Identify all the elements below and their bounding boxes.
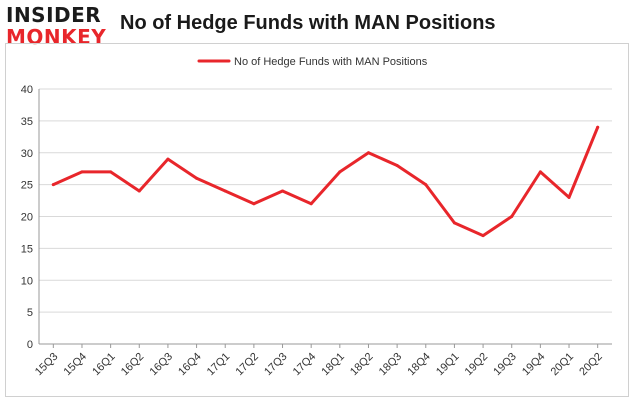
- x-tick-label: 19Q4: [520, 351, 548, 379]
- y-tick-label: 0: [27, 339, 33, 351]
- data-point: [281, 189, 285, 193]
- x-tick-label: 18Q4: [405, 351, 433, 379]
- data-point: [424, 183, 428, 187]
- x-tick-label: 17Q4: [291, 351, 319, 379]
- y-tick-label: 40: [21, 84, 33, 96]
- data-point: [109, 170, 113, 174]
- insider-monkey-logo: INSIDER MONKEY: [6, 4, 118, 52]
- data-point: [137, 189, 141, 193]
- x-tick-label: 16Q3: [148, 351, 176, 379]
- data-point: [395, 164, 399, 167]
- y-tick-label: 10: [21, 275, 33, 287]
- data-point: [596, 125, 600, 129]
- x-tick-label: 19Q2: [463, 351, 491, 379]
- x-tick-label: 19Q1: [434, 351, 462, 379]
- data-point: [51, 183, 55, 187]
- x-tick-label: 16Q2: [119, 351, 147, 379]
- series-line: [51, 125, 600, 238]
- x-tick-label: 17Q2: [233, 351, 261, 379]
- y-tick-label: 20: [21, 212, 33, 224]
- data-point: [538, 170, 542, 174]
- x-tick-label: 16Q4: [176, 351, 204, 379]
- x-tick-label: 17Q3: [262, 351, 290, 379]
- x-tick-label: 17Q1: [205, 351, 233, 379]
- data-point: [567, 195, 571, 199]
- data-point: [223, 189, 227, 193]
- data-point: [195, 176, 199, 180]
- chart-title: No of Hedge Funds with MAN Positions: [120, 12, 496, 34]
- y-tick-label: 15: [21, 243, 33, 255]
- x-tick-label: 20Q2: [577, 351, 605, 379]
- y-tick-label: 30: [21, 148, 33, 160]
- data-point: [481, 234, 485, 238]
- x-tick-label: 18Q1: [319, 351, 347, 379]
- chart-frame: [5, 43, 629, 397]
- x-tick-label: 20Q1: [549, 351, 577, 379]
- data-point: [510, 215, 514, 218]
- y-tick-label: 5: [27, 307, 33, 319]
- data-point: [80, 170, 84, 174]
- data-point: [252, 202, 256, 206]
- y-tick-label: 35: [21, 116, 33, 128]
- y-tick-label: 25: [21, 180, 33, 192]
- data-point: [166, 157, 170, 161]
- x-tick-label: 16Q1: [90, 351, 118, 379]
- data-point: [309, 202, 313, 206]
- x-tick-label: 18Q3: [377, 351, 405, 379]
- x-tick-label: 15Q4: [62, 351, 90, 379]
- data-point: [452, 221, 456, 225]
- x-tick-label: 19Q3: [491, 351, 519, 379]
- data-point: [338, 170, 342, 174]
- legend-label: No of Hedge Funds with MAN Positions: [234, 56, 428, 68]
- x-tick-label: 18Q2: [348, 351, 376, 379]
- logo-line-monkey: MONKEY: [6, 25, 107, 49]
- logo-line-insider: INSIDER: [6, 3, 102, 27]
- x-tick-label: 15Q3: [33, 351, 61, 379]
- data-point: [366, 151, 370, 155]
